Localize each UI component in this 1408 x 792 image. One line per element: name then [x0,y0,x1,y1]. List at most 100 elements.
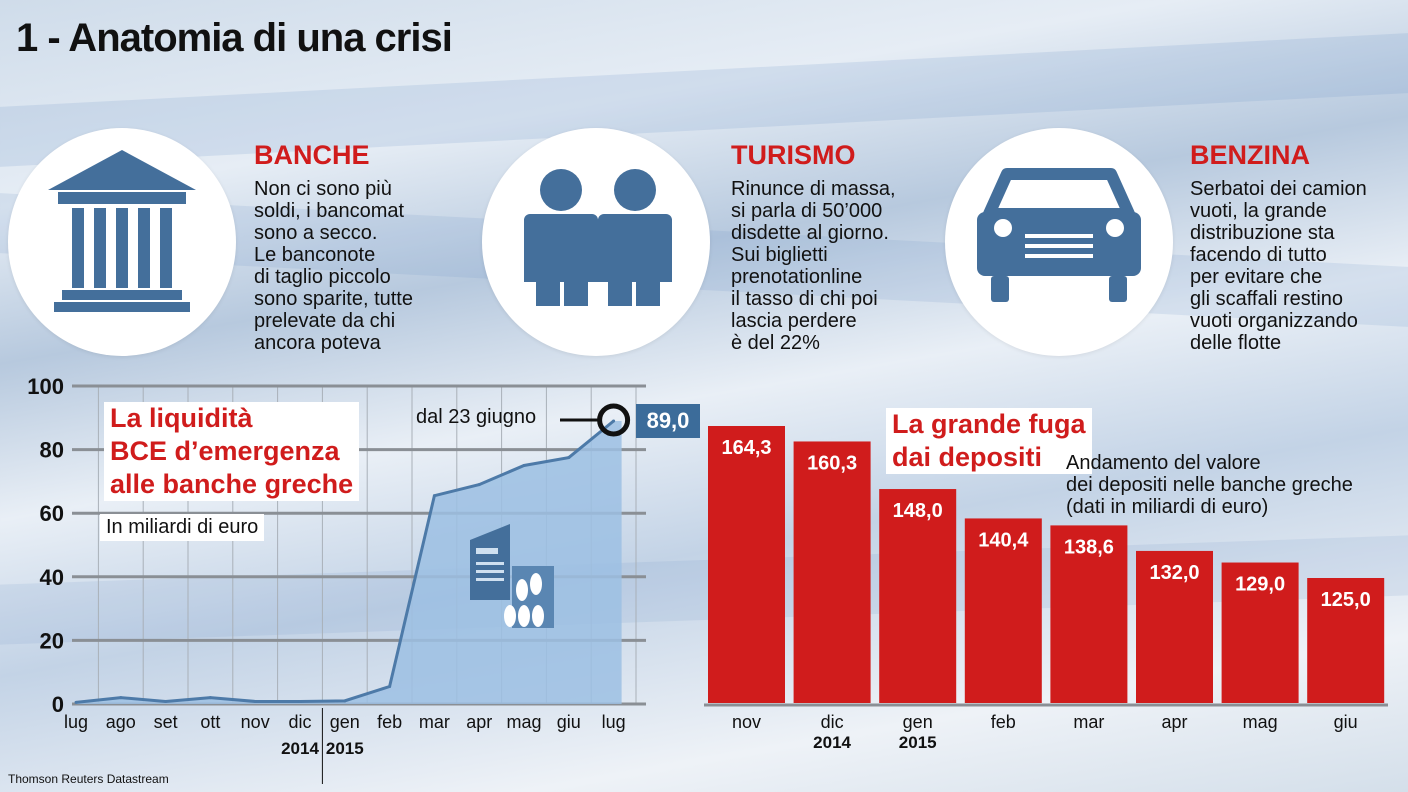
y-tick-label: 100 [27,374,64,399]
chart-title-line: La liquidità [110,403,253,433]
year-label: 2014 [281,739,319,758]
x-tick-label: gen [903,712,933,732]
chart-title-line: alle banche greche [110,469,354,499]
bar [1050,525,1128,703]
y-tick-label: 20 [40,628,64,653]
data-point [612,419,616,423]
text-line: ancora poteva [254,332,381,354]
text-line: Non ci sono più [254,178,392,200]
text-line: distribuzione sta [1190,222,1335,244]
data-point [567,456,571,460]
data-point [388,685,392,689]
x-tick-label: nov [732,712,761,732]
x-tick-label: set [154,712,178,732]
bar-value-label: 129,0 [1235,574,1285,596]
annotation-text: dal 23 giugno [416,406,537,428]
chart-title-line: dai depositi [892,442,1043,472]
text-line: soldi, i bancomat [254,200,405,222]
turismo-title: TURISMO [731,140,856,170]
area-fill [76,420,622,704]
data-point [432,494,436,498]
text-line: gli scaffali restino [1190,288,1344,310]
text-line: vuoti organizzando [1190,310,1358,332]
x-tick-label: ott [200,712,220,732]
x-tick-label: ago [106,712,136,732]
year-label: 2015 [326,739,364,758]
bank-icon [48,150,196,312]
x-tick-label: dic [821,712,844,732]
y-tick-label: 80 [40,438,64,463]
subtitle-line: dei depositi nelle banche greche [1066,474,1353,496]
text-line: è del 22% [731,332,820,354]
deposits-chart-subtitle: Andamento del valore dei depositi nelle … [1066,452,1396,518]
bar-value-label: 125,0 [1321,589,1371,611]
annotation-value: 89,0 [636,404,700,438]
x-tick-label: feb [991,712,1016,732]
benzina-text: Serbatoi dei camion vuoti, la grande dis… [1190,178,1408,354]
subtitle-line: Andamento del valore [1066,452,1261,474]
liquidity-chart-title: La liquidità BCE d’emergenza alle banche… [104,402,360,501]
bank-icon-circle [8,128,236,356]
y-tick-label: 0 [52,692,64,717]
text-line: Le banconote [254,244,376,266]
chart-title-line: BCE d’emergenza [110,436,340,466]
text-line: Sui biglietti [731,244,828,266]
x-tick-label: feb [377,712,402,732]
data-point [164,699,168,703]
bar-value-label: 148,0 [893,500,943,522]
x-tick-label: giu [1334,712,1358,732]
text-line: prelevate da chi [254,310,396,332]
x-tick-label: dic [288,712,311,732]
bar [1136,550,1213,703]
data-point [298,699,302,703]
x-tick-label: nov [241,712,270,732]
people-icon-circle [482,128,710,356]
bar [1221,562,1299,703]
text-line: facendo di tutto [1190,244,1327,266]
benzina-title: BENZINA [1190,140,1310,170]
x-tick-label: lug [64,712,88,732]
chart-title-line: La grande fuga [892,409,1086,439]
text-line: Serbatoi dei camion [1190,178,1367,200]
text-line: Rinunce di massa, [731,178,896,200]
banche-text: Non ci sono più soldi, i bancomat sono a… [254,178,484,354]
text-line: di taglio piccolo [254,266,391,288]
data-point [253,699,257,703]
annotation-marker [597,403,631,437]
bar [879,489,957,703]
x-tick-label: mag [506,712,541,732]
data-point [208,696,212,700]
bar-value-label: 138,6 [1064,536,1114,558]
x-tick-label: mar [419,712,450,732]
car-icon [977,168,1141,302]
year-label: 2015 [899,733,937,752]
turismo-text: Rinunce di massa, si parla di 50’000 dis… [731,178,961,354]
text-line: si parla di 50’000 [731,200,883,222]
text-line: il tasso di chi poi [731,288,878,310]
document-icon [470,524,554,628]
y-tick-label: 60 [40,501,64,526]
subtitle-line: (dati in miliardi di euro) [1066,496,1269,518]
deposits-chart-title: La grande fuga dai depositi [886,408,1092,474]
people-icon [524,169,672,306]
text-line: sono a secco. [254,222,378,244]
car-icon-circle [945,128,1173,356]
text-line: delle flotte [1190,332,1282,354]
bar-value-label: 160,3 [807,452,857,474]
data-point [522,464,526,467]
bar [1307,578,1385,703]
page-title: 1 - Anatomia di una crisi [16,16,453,60]
banche-title: BANCHE [254,140,370,170]
x-tick-label: apr [1161,712,1187,732]
bar [964,518,1042,703]
x-tick-label: apr [466,712,492,732]
bar-value-label: 132,0 [1149,562,1199,584]
x-tick-label: gen [330,712,360,732]
text-line: prenotationline [731,266,863,288]
year-label: 2014 [813,733,851,752]
liquidity-chart-unit: In miliardi di euro [100,514,265,541]
y-tick-label: 40 [40,565,64,590]
text-line: lascia perdere [731,310,857,332]
